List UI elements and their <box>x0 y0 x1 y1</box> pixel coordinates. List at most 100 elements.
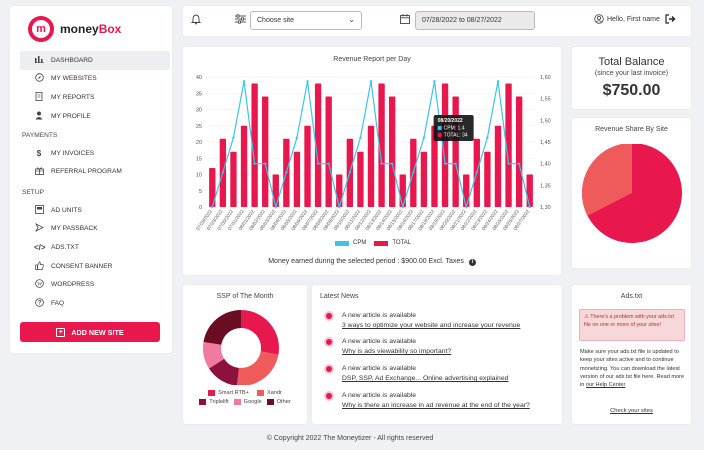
news-bullet-icon <box>326 339 332 345</box>
revenue-chart: 0 5 10 15 20 25 30 35 40 1,30 1,35 1,40 1,45 1,50 1,55… <box>195 75 551 232</box>
money-earned-text: Money earned during the selected period … <box>183 258 561 266</box>
user-circle-icon[interactable] <box>594 14 604 24</box>
cpm-point <box>327 162 330 165</box>
logo[interactable]: m moneyBox <box>28 16 121 42</box>
bar-total[interactable] <box>209 168 216 207</box>
money-earned-value: Money earned during the selected period … <box>268 258 464 265</box>
wordpress-icon: W <box>34 279 44 290</box>
sidebar-item-my-websites[interactable]: MY WEBSITES <box>20 70 170 89</box>
bar-total[interactable] <box>452 96 459 208</box>
donut-segment-other[interactable] <box>203 310 242 345</box>
ssp-legend-item: Other <box>266 399 291 405</box>
bell-icon[interactable] <box>191 14 201 25</box>
bar-total[interactable] <box>463 174 470 208</box>
bar-total[interactable] <box>441 83 449 208</box>
calendar-icon[interactable] <box>400 14 410 24</box>
sidebar-item-dashboard[interactable]: DASHBOARD <box>20 51 170 70</box>
bar-total[interactable] <box>431 125 438 207</box>
tooltip-date: 08/20/2022 <box>438 118 463 124</box>
sidebar-item-ads-txt[interactable]: </> ADS.TXT <box>20 238 170 257</box>
logout-icon[interactable] <box>665 14 676 24</box>
legend-label: Triplelift <box>209 399 229 405</box>
donut-segment-xandr[interactable] <box>237 351 279 386</box>
cpm-point <box>454 162 457 165</box>
y-tick-label: 40 <box>196 75 202 81</box>
pie-slice-secondary[interactable] <box>582 144 632 216</box>
bar-total[interactable] <box>526 174 533 208</box>
bar-total[interactable] <box>357 151 364 207</box>
question-icon: ? <box>34 297 44 309</box>
sidebar-item-my-reports[interactable]: MY REPORTS <box>20 88 170 107</box>
sidebar-item-wordpress[interactable]: W WORDPRESS <box>20 275 170 294</box>
bar-total[interactable] <box>325 96 332 208</box>
chart-tooltip <box>433 115 474 141</box>
bar-total[interactable] <box>378 83 385 208</box>
y-tick-label: 30 <box>196 108 202 114</box>
add-new-site-button[interactable]: + ADD NEW SITE <box>20 322 160 342</box>
sidebar-item-my-invoices[interactable]: $ MY INVOICES <box>20 144 170 163</box>
sidebar-item-faq[interactable]: ? FAQ <box>20 294 170 313</box>
bar-total[interactable] <box>388 96 396 208</box>
date-range-input[interactable]: 07/28/2022 to 08/27/2022 <box>415 11 535 30</box>
ad-units-icon <box>34 204 44 216</box>
sidebar-item-my-profile[interactable]: MY PROFILE <box>20 107 170 126</box>
check-sites-link[interactable]: Check your sites <box>610 408 653 414</box>
ssp-title: SSP of The Month <box>216 293 274 300</box>
bar-total[interactable] <box>494 125 502 207</box>
filter-sliders-icon[interactable] <box>235 14 246 24</box>
site-select[interactable]: Choose site ⌄ <box>250 11 362 30</box>
cpm-point <box>486 136 489 139</box>
chevron-down-icon: ⌄ <box>348 15 355 24</box>
nav-payments: PAYMENTS $ MY INVOICES REFERRAL PROGRAM <box>20 126 170 181</box>
donut-segment-google[interactable] <box>203 342 225 369</box>
news-item-link[interactable]: Why is there an increase in ad revenue a… <box>342 402 530 409</box>
ads-txt-body-text: Make sure your ads.txt file is updated t… <box>580 349 685 389</box>
legend-label: Xandr <box>266 390 282 396</box>
bar-total[interactable] <box>251 83 258 208</box>
bar-total[interactable] <box>367 125 375 207</box>
bar-total[interactable] <box>515 96 523 208</box>
bar-total[interactable] <box>399 174 406 208</box>
cpm-point <box>475 171 479 174</box>
ads-txt-body: Make sure your ads.txt file is updated t… <box>580 348 686 389</box>
chart-legend: CPM TOTAL <box>335 240 411 246</box>
passback-icon <box>34 223 44 234</box>
news-item-link[interactable]: Why is ads viewability so important? <box>342 348 452 355</box>
donut-segment-smart-rtb[interactable] <box>241 310 279 355</box>
plus-icon: + <box>56 327 66 337</box>
sidebar-item-my-passback[interactable]: MY PASSBACK <box>20 220 170 239</box>
bar-total[interactable] <box>272 174 279 208</box>
bar-total[interactable] <box>304 125 311 207</box>
cpm-point <box>369 80 373 83</box>
user-icon <box>34 111 44 122</box>
alert-text: There's a problem with your ads.txt file… <box>584 314 674 328</box>
sidebar-item-consent-banner[interactable]: CONSENT BANNER <box>20 257 170 276</box>
sidebar-item-referral-program[interactable]: REFERRAL PROGRAM <box>20 163 170 182</box>
sidebar-item-label: ADS.TXT <box>51 243 79 251</box>
legend-swatch <box>266 399 274 405</box>
help-center-link[interactable]: our Help Center <box>585 382 626 389</box>
y2-tick-label: 1,35 <box>540 183 551 189</box>
bar-total[interactable] <box>505 83 512 208</box>
gift-icon <box>34 166 44 177</box>
bar-total[interactable] <box>293 151 301 207</box>
section-heading-setup: SETUP <box>22 188 44 196</box>
y2-tick-label: 1,45 <box>540 140 551 146</box>
news-item-link[interactable]: DSP, SSP, Ad Exchange... Online advertis… <box>342 375 509 382</box>
bar-total[interactable] <box>420 151 428 207</box>
bar-total[interactable] <box>336 174 343 208</box>
sidebar-item-ad-units[interactable]: AD UNITS <box>20 201 170 220</box>
bar-total[interactable] <box>230 151 237 207</box>
revenue-share-pie <box>582 144 682 243</box>
bar-total[interactable] <box>484 151 491 207</box>
cpm-point <box>412 171 415 174</box>
news-item-link[interactable]: 3 ways to optimize your website and incr… <box>342 322 521 329</box>
bar-total[interactable] <box>240 125 248 207</box>
sidebar-item-label: AD UNITS <box>51 206 82 214</box>
bar-total[interactable] <box>314 83 322 208</box>
ssp-of-month-card: SSP of The Month Smart RTB+ Xandr Triple… <box>183 285 307 424</box>
bar-total[interactable] <box>262 96 269 208</box>
info-icon[interactable]: i <box>468 258 476 266</box>
cpm-point <box>232 136 235 139</box>
donut-segment-triplelift[interactable] <box>209 358 239 385</box>
